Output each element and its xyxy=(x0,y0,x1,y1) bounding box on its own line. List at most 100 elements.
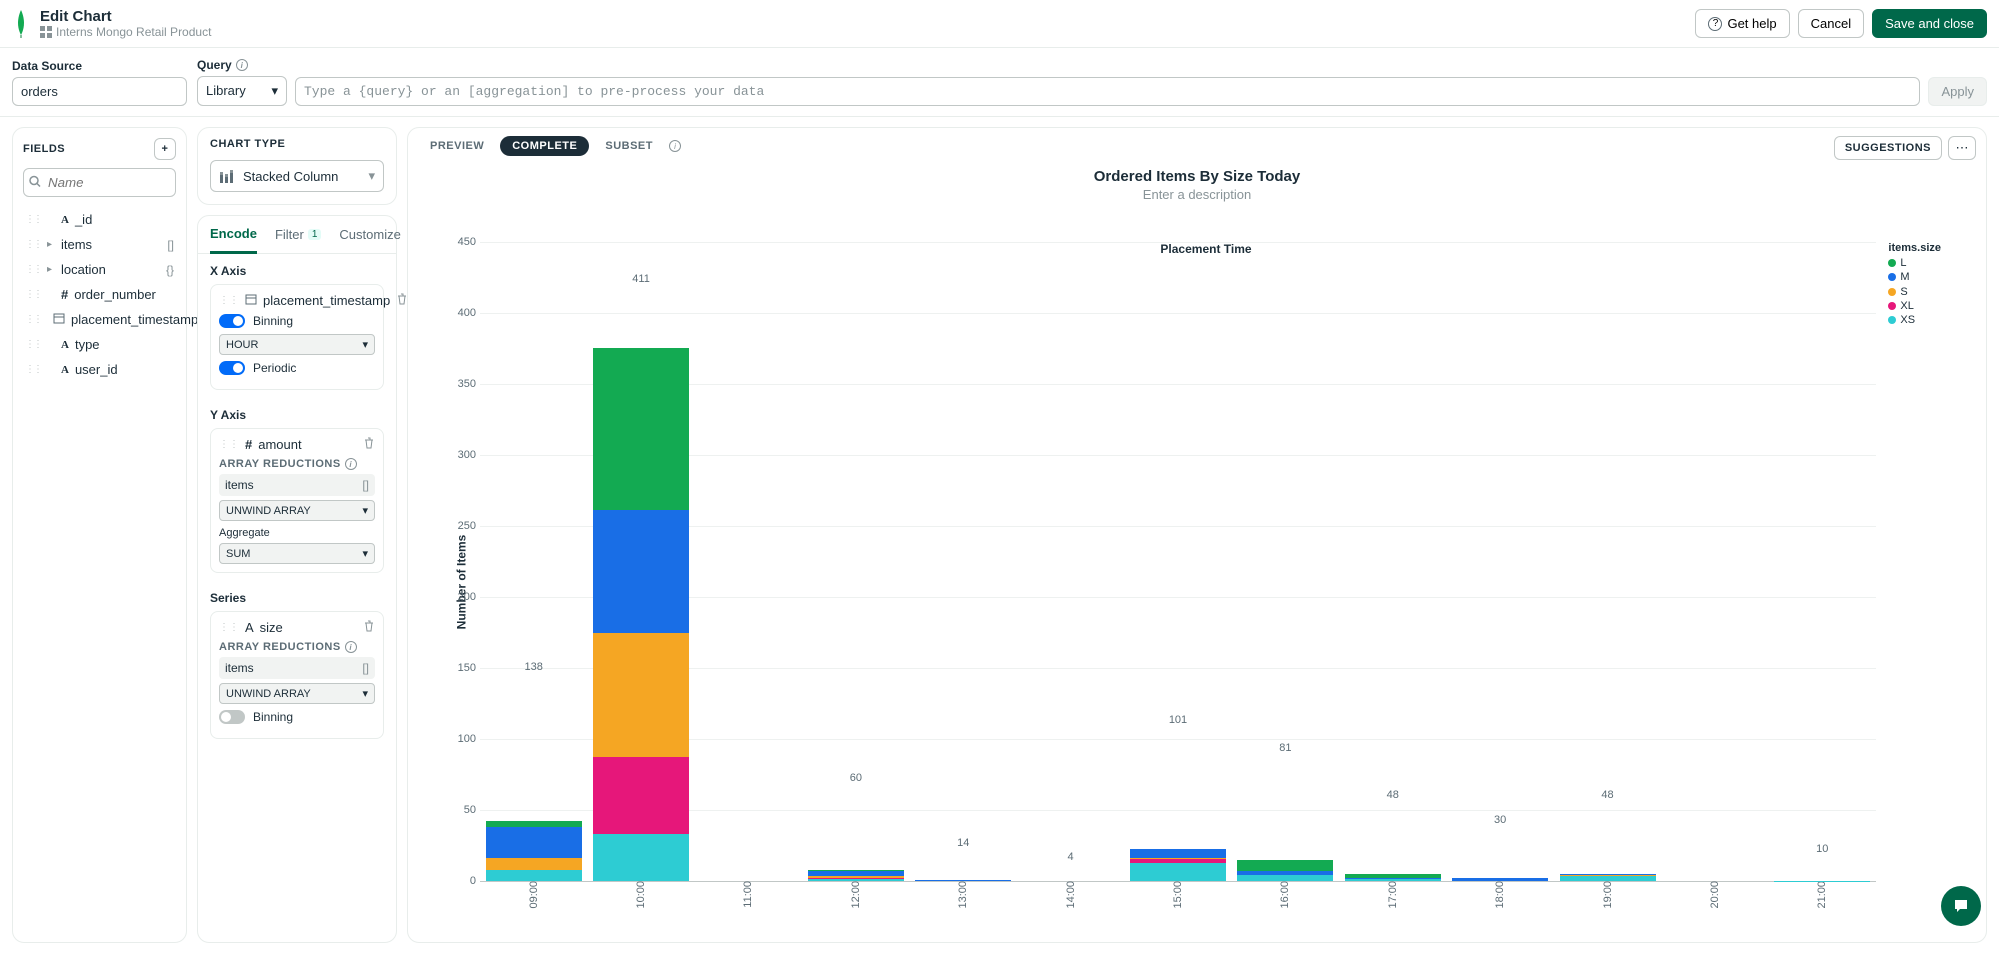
delete-icon[interactable] xyxy=(363,620,375,635)
bar-segment[interactable] xyxy=(486,827,582,857)
bar[interactable] xyxy=(1452,838,1548,881)
periodic-toggle[interactable] xyxy=(219,361,245,375)
bin-unit-select[interactable]: HOUR▾ xyxy=(219,334,375,355)
info-icon[interactable]: i xyxy=(236,59,248,71)
bar-segment[interactable] xyxy=(593,834,689,881)
tab-preview[interactable]: PREVIEW xyxy=(418,136,496,156)
bar-segment[interactable] xyxy=(1130,859,1226,862)
bar-segment[interactable] xyxy=(1345,878,1441,881)
bar[interactable] xyxy=(1237,766,1333,881)
drag-handle-icon[interactable]: ⋮⋮ xyxy=(25,314,41,325)
field-search-input[interactable] xyxy=(23,168,176,197)
drag-handle-icon[interactable]: ⋮⋮ xyxy=(219,439,239,450)
tab-filter[interactable]: Filter1 xyxy=(275,216,321,253)
bar-segment[interactable] xyxy=(593,633,689,756)
field-item[interactable]: ⋮⋮Auser_id xyxy=(23,357,176,382)
query-input[interactable] xyxy=(295,77,1920,106)
legend-item[interactable]: XL xyxy=(1888,299,1941,313)
chart-title[interactable]: Ordered Items By Size Today xyxy=(408,168,1986,185)
legend-item[interactable]: XS xyxy=(1888,313,1941,327)
field-item[interactable]: ⋮⋮Atype xyxy=(23,332,176,357)
x-tick: 19:00 xyxy=(1602,881,1614,909)
bar-segment[interactable] xyxy=(808,871,904,877)
library-select[interactable]: Library▾ xyxy=(197,76,287,106)
bar[interactable] xyxy=(1130,738,1226,881)
drag-handle-icon[interactable]: ⋮⋮ xyxy=(25,214,41,225)
tab-complete[interactable]: COMPLETE xyxy=(500,136,589,156)
field-item[interactable]: ⋮⋮▸location{} xyxy=(23,257,176,282)
bar[interactable] xyxy=(1774,867,1870,881)
apply-button[interactable]: Apply xyxy=(1928,77,1987,106)
suggestions-button[interactable]: SUGGESTIONS xyxy=(1834,136,1942,160)
y-tick: 400 xyxy=(448,307,476,319)
caret-icon: ▸ xyxy=(47,239,55,250)
bar-segment[interactable] xyxy=(915,880,1011,881)
bar[interactable] xyxy=(1560,813,1656,881)
bar-segment[interactable] xyxy=(593,348,689,510)
drag-handle-icon[interactable]: ⋮⋮ xyxy=(25,264,41,275)
bar[interactable] xyxy=(593,297,689,881)
series-binning-toggle[interactable] xyxy=(219,710,245,724)
field-item[interactable]: ⋮⋮placement_timestamp xyxy=(23,307,176,332)
binning-toggle[interactable] xyxy=(219,314,245,328)
cancel-button[interactable]: Cancel xyxy=(1798,9,1864,38)
bar-segment[interactable] xyxy=(808,879,904,881)
help-fab-button[interactable] xyxy=(1941,886,1981,926)
more-menu-button[interactable]: ⋯ xyxy=(1948,136,1976,160)
bar-segment[interactable] xyxy=(593,757,689,835)
drag-handle-icon[interactable]: ⋮⋮ xyxy=(25,339,41,350)
aggregate-select[interactable]: SUM▾ xyxy=(219,543,375,564)
field-item[interactable]: ⋮⋮#order_number xyxy=(23,282,176,307)
bar-segment[interactable] xyxy=(1130,863,1226,881)
info-icon[interactable]: i xyxy=(345,458,357,470)
legend-item[interactable]: M xyxy=(1888,270,1941,284)
bar[interactable] xyxy=(915,861,1011,881)
get-help-button[interactable]: ?Get help xyxy=(1695,9,1789,38)
bar[interactable] xyxy=(808,796,904,881)
legend-item[interactable]: S xyxy=(1888,285,1941,299)
tab-subset[interactable]: SUBSET xyxy=(593,136,665,156)
bar-segment[interactable] xyxy=(1130,849,1226,859)
bar[interactable] xyxy=(486,685,582,881)
field-item[interactable]: ⋮⋮▸items[] xyxy=(23,232,176,257)
chart-description[interactable]: Enter a description xyxy=(408,187,1986,202)
drag-handle-icon[interactable]: ⋮⋮ xyxy=(25,364,41,375)
tab-customize[interactable]: Customize xyxy=(339,216,400,253)
bar-segment[interactable] xyxy=(1237,875,1333,881)
unwind-select[interactable]: UNWIND ARRAY▾ xyxy=(219,683,375,704)
bar[interactable] xyxy=(1345,813,1441,881)
delete-icon[interactable] xyxy=(363,437,375,452)
drag-handle-icon[interactable]: ⋮⋮ xyxy=(219,295,239,306)
chat-icon xyxy=(1952,897,1970,915)
bar-segment[interactable] xyxy=(1237,860,1333,870)
drag-handle-icon[interactable]: ⋮⋮ xyxy=(25,239,41,250)
data-source-select[interactable]: orders xyxy=(12,77,187,106)
bar-segment[interactable] xyxy=(1345,874,1441,878)
add-field-button[interactable]: + xyxy=(154,138,176,160)
bar-segment[interactable] xyxy=(1560,876,1656,881)
info-icon[interactable]: i xyxy=(669,140,681,152)
save-close-button[interactable]: Save and close xyxy=(1872,9,1987,38)
bar-segment[interactable] xyxy=(486,821,582,828)
legend-item[interactable]: L xyxy=(1888,256,1941,270)
drag-handle-icon[interactable]: ⋮⋮ xyxy=(25,289,41,300)
bar-segment[interactable] xyxy=(808,876,904,878)
bar-segment[interactable] xyxy=(486,858,582,870)
field-item[interactable]: ⋮⋮A_id xyxy=(23,207,176,232)
tab-encode[interactable]: Encode xyxy=(210,216,257,254)
bar-segment[interactable] xyxy=(593,510,689,633)
unwind-select[interactable]: UNWIND ARRAY▾ xyxy=(219,500,375,521)
bar-segment[interactable] xyxy=(1560,874,1656,876)
bar-segment[interactable] xyxy=(808,878,904,879)
bar-segment[interactable] xyxy=(1452,878,1548,881)
bar-segment[interactable] xyxy=(486,870,582,881)
bar-segment[interactable] xyxy=(1560,875,1656,876)
bar-segment[interactable] xyxy=(808,870,904,871)
bar-segment[interactable] xyxy=(1130,858,1226,859)
bar-segment[interactable] xyxy=(1237,871,1333,876)
breadcrumb[interactable]: Interns Mongo Retail Product xyxy=(40,25,1695,39)
chart-type-select[interactable]: Stacked Column ▾ xyxy=(210,160,384,192)
drag-handle-icon[interactable]: ⋮⋮ xyxy=(219,622,239,633)
info-icon[interactable]: i xyxy=(345,641,357,653)
bar[interactable] xyxy=(1023,875,1119,881)
